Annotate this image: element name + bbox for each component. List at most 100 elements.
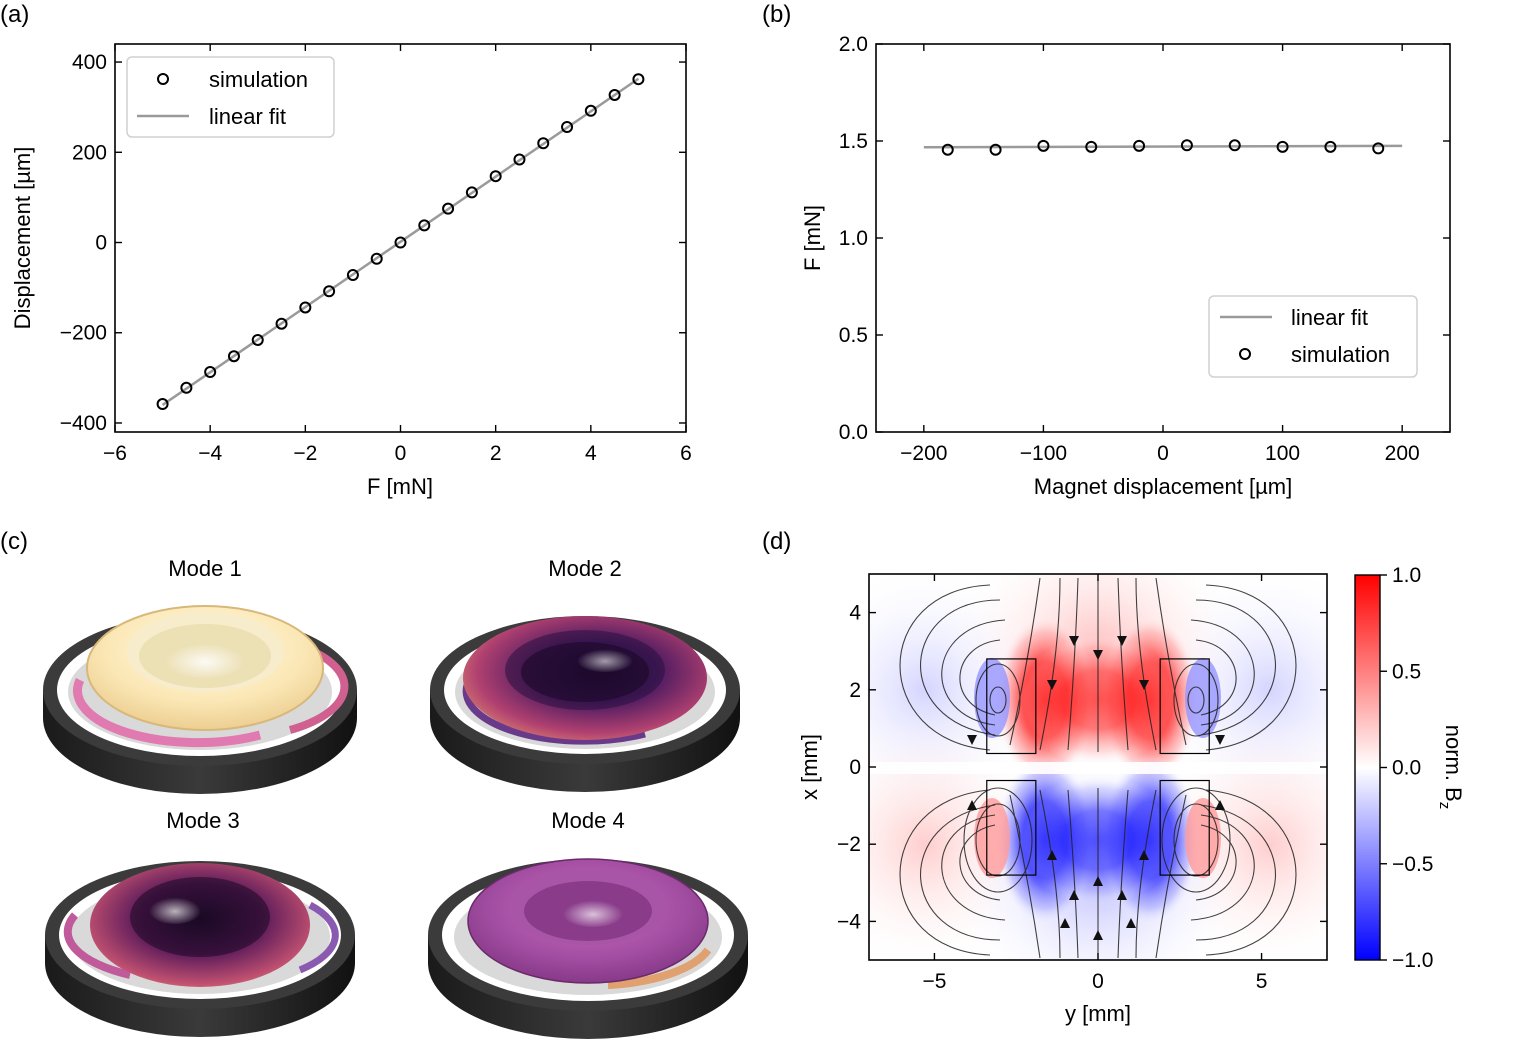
chart-b-xlabel: Magnet displacement [µm]	[1034, 474, 1292, 499]
data-point	[941, 143, 954, 156]
mode-1-render	[43, 605, 357, 794]
chart-b-y-ticks: 0.0 0.5 1.0 1.5 2.0	[839, 33, 1450, 444]
y-tick-label: 2.0	[839, 33, 868, 56]
x-tick-label: −6	[103, 442, 127, 465]
y-tick-label: 400	[72, 51, 107, 74]
y-tick-label: −200	[60, 322, 107, 345]
x-tick-label: −100	[1020, 442, 1067, 465]
data-point	[418, 219, 431, 232]
x-tick-label: 6	[680, 442, 692, 465]
chart-d-y-ticks: −4 −2 0 2 4	[837, 602, 1327, 933]
data-point	[394, 236, 407, 249]
x-tick-label: 0	[1092, 970, 1104, 993]
data-point	[1228, 139, 1241, 152]
chart-d-fieldmap	[869, 574, 1327, 960]
chart-b-legend-simulation: simulation	[1291, 342, 1390, 367]
chart-a-x-ticks: −6 −4 −2 0 2 4 6	[103, 44, 692, 465]
data-point	[1324, 140, 1337, 153]
chart-a-xlabel: F [mN]	[367, 474, 433, 499]
chart-a-legend: simulation linear fit	[126, 56, 335, 138]
data-point	[227, 350, 240, 363]
x-tick-label: 5	[1256, 970, 1268, 993]
colorbar-tick-label: 0.5	[1392, 660, 1421, 683]
chart-b-legend: linear fit simulation	[1208, 295, 1418, 378]
y-tick-label: 0.5	[839, 324, 868, 347]
data-point	[346, 268, 359, 281]
data-point	[537, 137, 550, 150]
data-point	[561, 121, 574, 134]
chart-a-legend-simulation: simulation	[209, 67, 308, 92]
data-point	[1133, 139, 1146, 152]
chart-b-x-ticks: −200 −100 0 100 200	[900, 44, 1420, 465]
chart-d-streamlines	[899, 577, 1297, 959]
data-point	[156, 398, 169, 411]
y-tick-label: 2	[849, 679, 861, 702]
data-point	[442, 202, 455, 215]
chart-a-legend-linear-fit: linear fit	[209, 104, 286, 129]
mode-renderings: Mode 1 Mode 2 Mode 3 Mode 4	[43, 556, 748, 1039]
y-tick-label: 4	[849, 602, 861, 625]
x-tick-label: −200	[900, 442, 947, 465]
y-tick-label: 0.0	[839, 421, 868, 444]
colorbar-tick-label: 1.0	[1392, 564, 1421, 587]
panel-label-b: (b)	[762, 1, 791, 28]
colorbar-label: norm. Bz	[1436, 725, 1466, 810]
chart-d-magnets	[986, 658, 1210, 876]
magnet-outline	[986, 658, 1037, 755]
y-tick-label: 1.5	[839, 130, 868, 153]
x-tick-label: −4	[198, 442, 222, 465]
linear-fit-line	[923, 144, 1403, 149]
x-tick-label: 0	[395, 442, 407, 465]
mode-2-title: Mode 2	[548, 556, 621, 581]
data-point	[513, 153, 526, 166]
colorbar	[1354, 574, 1381, 961]
data-point	[1085, 140, 1098, 153]
data-point	[1037, 139, 1050, 152]
chart-a-ylabel: Displacement [µm]	[10, 147, 35, 330]
x-tick-label: 4	[585, 442, 597, 465]
data-point	[1276, 140, 1289, 153]
magnet-outline	[1159, 779, 1210, 876]
data-point	[323, 285, 336, 298]
data-point	[275, 317, 288, 330]
y-tick-label: −400	[60, 412, 107, 435]
data-point	[632, 73, 645, 86]
colorbar-tick-label: −1.0	[1392, 949, 1433, 972]
x-tick-label: −5	[922, 970, 946, 993]
y-tick-label: 1.0	[839, 227, 868, 250]
chart-d-xlabel: y [mm]	[1065, 1001, 1131, 1026]
panel-label-d: (d)	[762, 528, 791, 555]
mode-4-title: Mode 4	[551, 808, 624, 833]
chart-a-fit-line	[161, 77, 640, 406]
legend-marker-simulation	[157, 73, 169, 85]
y-tick-label: 200	[72, 141, 107, 164]
mode-3-title: Mode 3	[166, 808, 239, 833]
chart-b-legend-linear-fit: linear fit	[1291, 305, 1368, 330]
y-tick-label: 0	[95, 232, 107, 255]
y-tick-label: −4	[837, 910, 861, 933]
chart-a: −6 −4 −2 0 2 4 6 −400 −200 0 200 400 F [mN] Displa…	[10, 43, 692, 499]
data-point	[1372, 142, 1385, 155]
panel-label-c: (c)	[0, 528, 28, 555]
data-point	[180, 381, 193, 394]
x-tick-label: 100	[1265, 442, 1300, 465]
chart-a-points	[156, 73, 645, 411]
chart-b-fit-line	[923, 144, 1403, 149]
data-point	[204, 365, 217, 378]
y-tick-label: 0	[849, 756, 861, 779]
data-point	[465, 186, 478, 199]
chart-d-arrows	[967, 636, 1225, 940]
x-tick-label: 2	[490, 442, 502, 465]
chart-a-y-ticks: −400 −200 0 200 400	[60, 51, 686, 435]
x-tick-label: −2	[293, 442, 317, 465]
data-point	[299, 301, 312, 314]
data-point	[251, 333, 264, 346]
mode-1-title: Mode 1	[168, 556, 241, 581]
data-point	[370, 252, 383, 265]
chart-b: −200 −100 0 100 200 0.0 0.5 1.0 1.5 2.0 Magnet d…	[800, 33, 1451, 499]
x-tick-label: 200	[1385, 442, 1420, 465]
chart-b-points	[941, 139, 1385, 156]
linear-fit-line	[161, 77, 640, 406]
chart-b-ylabel: F [mN]	[800, 205, 825, 271]
